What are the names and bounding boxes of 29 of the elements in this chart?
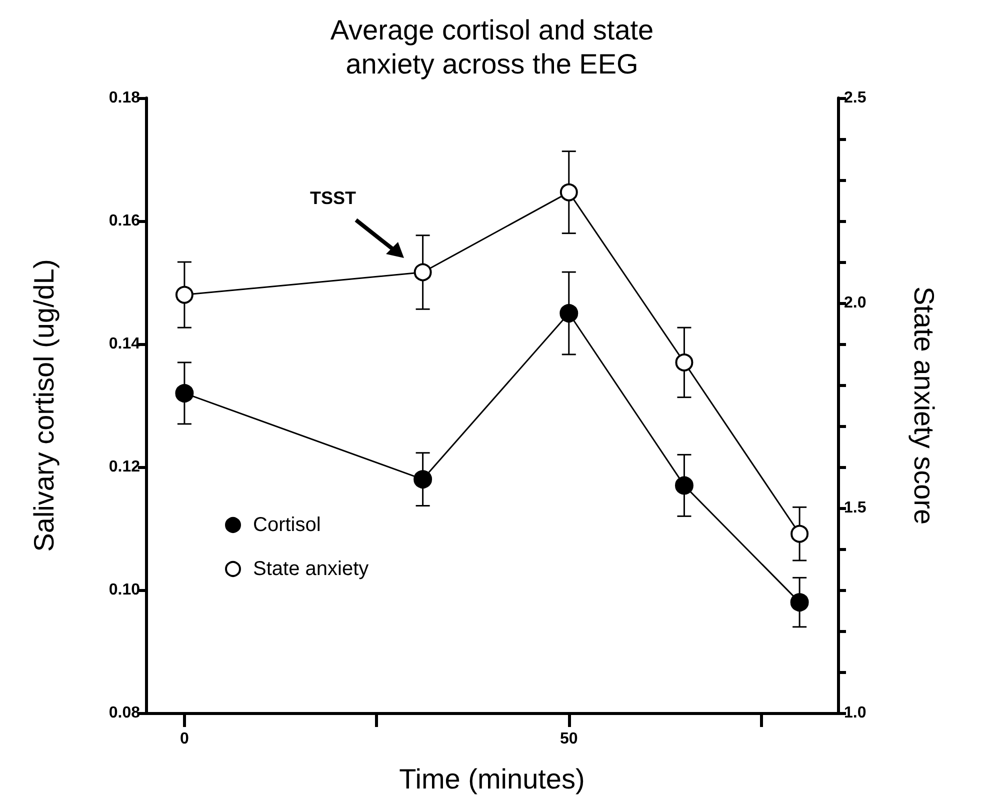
y-tick-label: 0.08 (108, 704, 140, 722)
y-tick-label: 0.12 (108, 458, 140, 476)
y-axis-title: Salivary cortisol (ug/dL) (28, 259, 60, 552)
x-tick-label: 50 (560, 730, 578, 748)
point (790, 524, 809, 543)
chart-title: Average cortisol and state anxiety across the EEG (330, 14, 654, 80)
point (674, 476, 694, 495)
y2-tick-label: 2.0 (844, 294, 866, 312)
point (790, 593, 809, 612)
y-tick-label: 0.18 (108, 90, 140, 106)
point (414, 470, 432, 489)
point (175, 384, 194, 402)
y2-tick-label: 1.5 (844, 500, 866, 516)
legend-label: Cortisol (253, 514, 321, 536)
point (560, 304, 578, 322)
point (175, 286, 194, 304)
point (414, 263, 432, 282)
x-tick-label: 0 (180, 730, 189, 748)
annotation: TSST (310, 188, 356, 209)
y2-tick-label: 2.5 (844, 90, 866, 106)
point (560, 183, 578, 202)
y-tick-label: 0.14 (108, 336, 140, 352)
y2-tick-label: 1.0 (844, 704, 866, 722)
point (675, 353, 694, 372)
y-tick-label: 0.10 (108, 582, 140, 598)
y-tick-label: 0.16 (108, 212, 140, 230)
y2-axis-title: State anxiety score (908, 286, 940, 525)
legend-label: State anxiety (253, 558, 369, 580)
x-axis-title: Time (minutes) (399, 764, 585, 794)
